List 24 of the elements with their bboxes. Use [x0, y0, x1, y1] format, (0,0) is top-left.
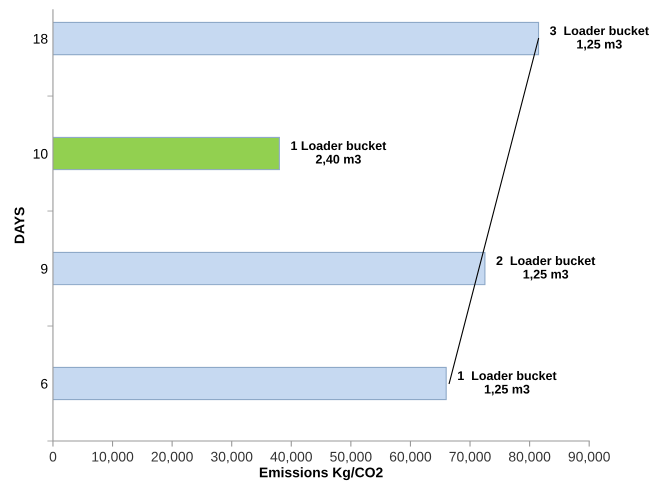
- y-axis-title: DAYS: [14, 207, 24, 244]
- bar: [52, 22, 540, 56]
- annotation: 1 Loader bucket 1,25 m3: [458, 370, 556, 396]
- x-tick-label: 40,000: [270, 452, 312, 464]
- y-tick-label: 10: [34, 148, 48, 159]
- annotation: 2 Loader bucket 1,25 m3: [496, 256, 596, 280]
- bar: [52, 136, 280, 170]
- x-tick-label: 10,000: [92, 452, 134, 464]
- bar: [52, 366, 447, 400]
- y-tick-label: 9: [41, 264, 48, 274]
- x-tick-label: 90,000: [568, 452, 610, 464]
- bar: [52, 252, 486, 286]
- annotation: 3 Loader bucket 1,25 m3: [550, 26, 649, 50]
- x-axis-title: Emissions Kg/CO2: [260, 467, 383, 480]
- y-tick-label: 6: [41, 378, 48, 389]
- y-tick-label: 18: [34, 34, 48, 44]
- x-tick-label: 60,000: [390, 452, 432, 464]
- x-tick-label: 30,000: [210, 452, 252, 464]
- x-tick-label: 0: [50, 452, 56, 462]
- annotation: 1 Loader bucket 2,40 m3: [291, 140, 386, 166]
- x-tick-label: 20,000: [152, 452, 193, 464]
- x-tick-label: 50,000: [330, 452, 372, 464]
- x-tick-label: 80,000: [508, 452, 550, 464]
- x-tick-label: 70,000: [449, 452, 491, 464]
